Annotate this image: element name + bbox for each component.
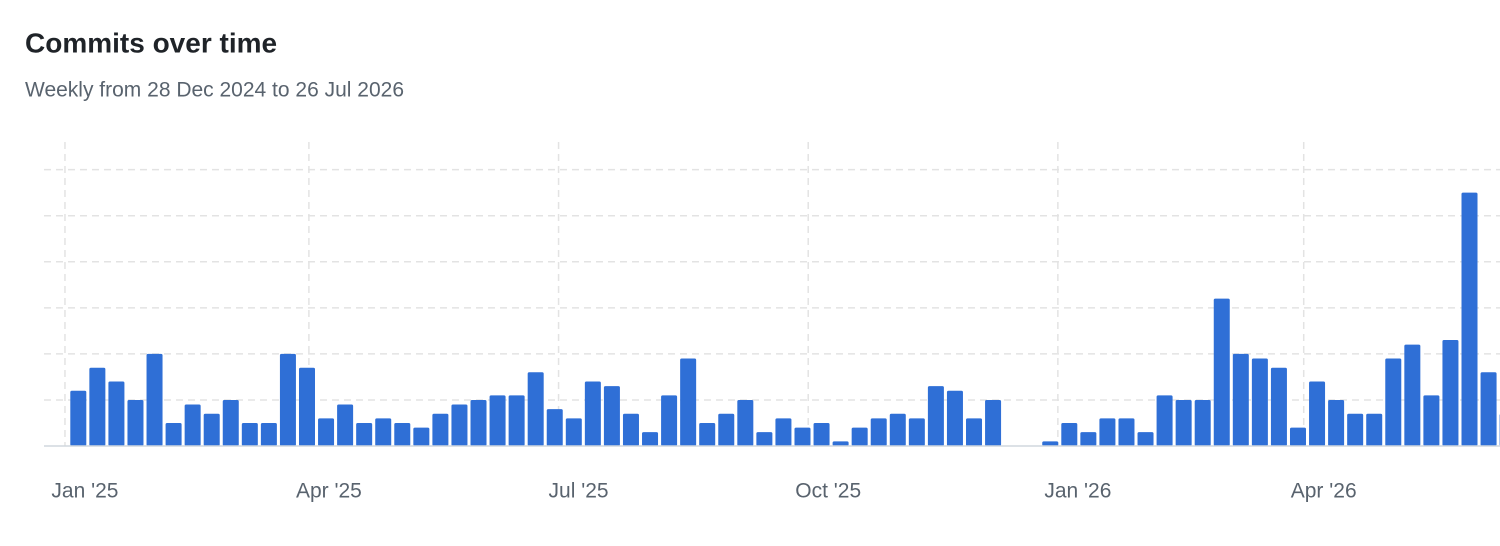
bar bbox=[279, 353, 296, 446]
chart-title: Commits over time bbox=[25, 27, 277, 58]
bar bbox=[70, 390, 87, 446]
bar bbox=[642, 432, 659, 446]
bar bbox=[1156, 395, 1173, 446]
bar bbox=[432, 413, 449, 446]
bar bbox=[1328, 399, 1345, 446]
bar bbox=[1289, 427, 1306, 446]
bar bbox=[1366, 413, 1383, 446]
bar bbox=[489, 395, 506, 446]
bar bbox=[1232, 353, 1249, 446]
bar bbox=[680, 358, 697, 446]
bar bbox=[394, 422, 411, 446]
bar bbox=[260, 422, 277, 446]
bar bbox=[470, 399, 487, 446]
bar bbox=[241, 422, 258, 446]
bar bbox=[165, 422, 182, 446]
bar bbox=[127, 399, 144, 446]
bar bbox=[851, 427, 868, 446]
bar bbox=[1461, 192, 1478, 446]
x-tick-label: Jan '26 bbox=[1044, 480, 1111, 503]
bar bbox=[889, 413, 906, 446]
bar bbox=[108, 381, 125, 446]
plot-area bbox=[44, 142, 1500, 446]
x-tick-label: Apr '26 bbox=[1291, 480, 1357, 503]
bar bbox=[1480, 372, 1497, 446]
bar bbox=[546, 409, 563, 446]
bar bbox=[1137, 432, 1154, 446]
bar bbox=[565, 418, 582, 446]
x-tick-label: Jul '25 bbox=[549, 480, 609, 503]
bar bbox=[1404, 344, 1421, 446]
bar bbox=[1118, 418, 1135, 446]
bar bbox=[985, 399, 1002, 446]
bar bbox=[1270, 367, 1287, 446]
bar bbox=[832, 441, 849, 446]
bar bbox=[1442, 340, 1459, 446]
bar bbox=[1061, 422, 1078, 446]
bar bbox=[1194, 399, 1211, 446]
bar bbox=[298, 367, 315, 446]
bar bbox=[184, 404, 201, 446]
x-tick-label: Oct '25 bbox=[795, 480, 861, 503]
bar bbox=[89, 367, 106, 446]
bar bbox=[222, 399, 239, 446]
bar bbox=[451, 404, 468, 446]
bar bbox=[946, 390, 963, 446]
bar bbox=[1309, 381, 1326, 446]
bar bbox=[1385, 358, 1402, 446]
bar bbox=[1213, 298, 1230, 446]
x-tick-label: Apr '25 bbox=[296, 480, 362, 503]
bar bbox=[1042, 441, 1059, 446]
bar bbox=[813, 422, 830, 446]
bar bbox=[699, 422, 716, 446]
bar bbox=[756, 432, 773, 446]
bar bbox=[870, 418, 887, 446]
bar bbox=[584, 381, 601, 446]
bar bbox=[527, 372, 544, 446]
bar bbox=[737, 399, 754, 446]
bar bbox=[1423, 395, 1440, 446]
bar bbox=[1175, 399, 1192, 446]
bar bbox=[775, 418, 792, 446]
bar bbox=[661, 395, 678, 446]
bar bbox=[1080, 432, 1097, 446]
bar bbox=[413, 427, 430, 446]
bar bbox=[508, 395, 525, 446]
bar bbox=[603, 386, 620, 446]
bar bbox=[203, 413, 220, 446]
bar bbox=[337, 404, 354, 446]
bar bbox=[1099, 418, 1116, 446]
bar bbox=[318, 418, 335, 446]
bar bbox=[927, 386, 944, 446]
chart-subtitle: Weekly from 28 Dec 2024 to 26 Jul 2026 bbox=[25, 79, 404, 102]
bar bbox=[356, 422, 373, 446]
bar bbox=[908, 418, 925, 446]
bar bbox=[1347, 413, 1364, 446]
bar bbox=[375, 418, 392, 446]
bar bbox=[794, 427, 811, 446]
x-tick-label: Jan '25 bbox=[51, 480, 118, 503]
bar bbox=[718, 413, 735, 446]
bar bbox=[146, 353, 163, 446]
bar bbox=[966, 418, 983, 446]
bar bbox=[1251, 358, 1268, 446]
bar bbox=[622, 413, 639, 446]
